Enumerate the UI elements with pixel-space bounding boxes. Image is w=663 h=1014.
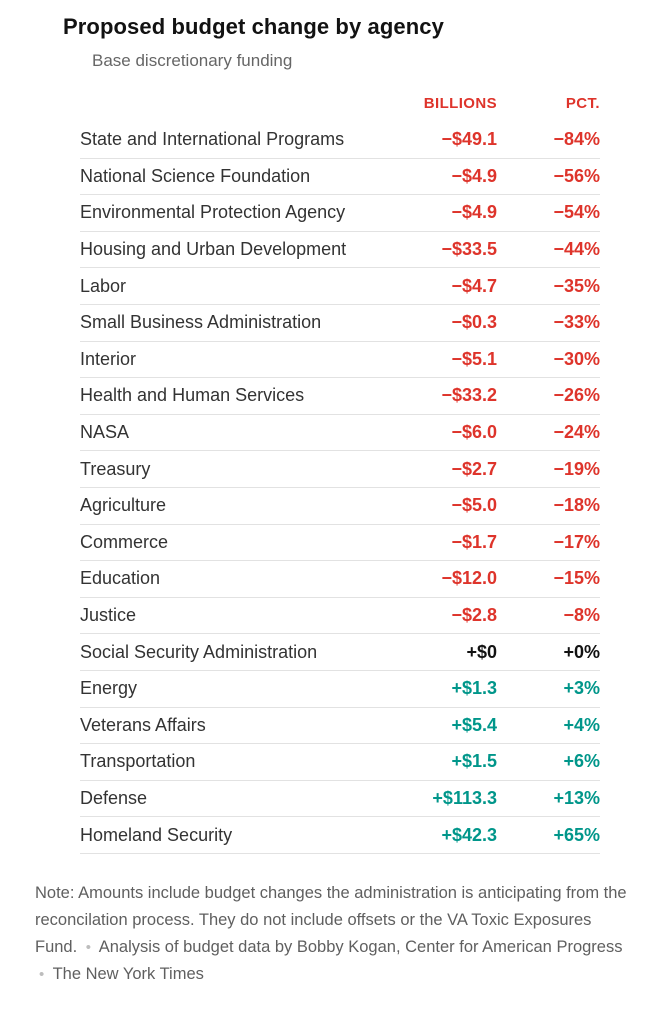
billions-value: −$4.9 bbox=[451, 165, 497, 186]
pct-value: −33% bbox=[553, 312, 600, 333]
table-row: Treasury −$2.7 −19% bbox=[80, 451, 600, 488]
pct-value: −26% bbox=[553, 385, 600, 406]
pct-value: +4% bbox=[563, 714, 600, 735]
budget-table-rows: State and International Programs −$49.1 −8… bbox=[80, 122, 600, 854]
billions-value: −$4.7 bbox=[451, 275, 497, 296]
pct-value: −84% bbox=[553, 129, 600, 150]
agency-name: Health and Human Services bbox=[80, 385, 305, 406]
agency-name: Interior bbox=[80, 348, 137, 369]
agency-name: Justice bbox=[80, 605, 137, 626]
agency-name: State and International Programs bbox=[80, 129, 345, 150]
pct-value: −19% bbox=[553, 458, 600, 479]
pct-value: +13% bbox=[553, 787, 600, 808]
table-row: Veterans Affairs +$5.4 +4% bbox=[80, 708, 600, 745]
agency-name: Housing and Urban Development bbox=[80, 239, 347, 260]
billions-value: −$2.8 bbox=[451, 605, 497, 626]
table-row: Commerce −$1.7 −17% bbox=[80, 525, 600, 562]
pct-value: +65% bbox=[553, 824, 600, 845]
pct-value: −15% bbox=[553, 568, 600, 589]
column-header-pct: PCT. bbox=[565, 95, 600, 112]
table-row: Environmental Protection Agency −$4.9 −54% bbox=[80, 195, 600, 232]
agency-name: Homeland Security bbox=[80, 824, 233, 845]
agency-name: Agriculture bbox=[80, 495, 167, 516]
pct-value: +0% bbox=[563, 641, 600, 662]
table-row: Defense +$113.3 +13% bbox=[80, 781, 600, 818]
table-row: Education −$12.0 −15% bbox=[80, 561, 600, 598]
table-row: Health and Human Services −$33.2 −26% bbox=[80, 378, 600, 415]
table-row: Interior −$5.1 −30% bbox=[80, 342, 600, 379]
pct-value: −35% bbox=[553, 275, 600, 296]
table-row: Energy +$1.3 +3% bbox=[80, 671, 600, 708]
table-row: State and International Programs −$49.1 −8… bbox=[80, 122, 600, 159]
billions-value: −$5.1 bbox=[451, 348, 497, 369]
note-publisher-credit: The New York Times bbox=[52, 964, 204, 983]
billions-value: −$33.5 bbox=[441, 239, 497, 260]
budget-table-page: Proposed budget change by agency Base di… bbox=[0, 14, 663, 1014]
budget-table: BILLIONS PCT. State and International Pr… bbox=[80, 95, 600, 854]
agency-name: Transportation bbox=[80, 751, 196, 772]
table-header-row: BILLIONS PCT. bbox=[80, 95, 600, 122]
agency-name: Small Business Administration bbox=[80, 312, 322, 333]
agency-name: Environmental Protection Agency bbox=[80, 202, 346, 223]
pct-value: −8% bbox=[563, 605, 600, 626]
pct-value: +3% bbox=[563, 678, 600, 699]
billions-value: +$5.4 bbox=[451, 714, 497, 735]
agency-name: National Science Foundation bbox=[80, 165, 311, 186]
billions-value: −$49.1 bbox=[441, 129, 497, 150]
table-row: Labor −$4.7 −35% bbox=[80, 268, 600, 305]
billions-value: −$1.7 bbox=[451, 531, 497, 552]
billions-value: +$1.3 bbox=[451, 678, 497, 699]
table-row: Housing and Urban Development −$33.5 −44% bbox=[80, 232, 600, 269]
agency-name: NASA bbox=[80, 422, 130, 443]
note-analysis-credit: Analysis of budget data by Bobby Kogan, … bbox=[98, 937, 623, 956]
column-header-billions: BILLIONS bbox=[423, 95, 497, 112]
billions-value: −$6.0 bbox=[451, 422, 497, 443]
billions-value: −$0.3 bbox=[451, 312, 497, 333]
table-row: National Science Foundation −$4.9 −56% bbox=[80, 159, 600, 196]
billions-value: +$42.3 bbox=[441, 824, 497, 845]
source-note: Note: Amounts include budget changes the… bbox=[35, 880, 635, 988]
billions-value: −$2.7 bbox=[451, 458, 497, 479]
billions-value: −$33.2 bbox=[441, 385, 497, 406]
agency-name: Energy bbox=[80, 678, 138, 699]
table-row: NASA −$6.0 −24% bbox=[80, 415, 600, 452]
table-row: Social Security Administration +$0 +0% bbox=[80, 634, 600, 671]
agency-name: Veterans Affairs bbox=[80, 714, 206, 735]
agency-name: Labor bbox=[80, 275, 127, 296]
pct-value: −30% bbox=[553, 348, 600, 369]
table-row: Homeland Security +$42.3 +65% bbox=[80, 817, 600, 854]
page-title: Proposed budget change by agency bbox=[63, 14, 444, 39]
pct-value: −24% bbox=[553, 422, 600, 443]
billions-value: −$12.0 bbox=[441, 568, 497, 589]
agency-name: Commerce bbox=[80, 531, 169, 552]
pct-value: −17% bbox=[553, 531, 600, 552]
bullet-separator-icon: • bbox=[39, 965, 45, 983]
billions-value: −$5.0 bbox=[451, 495, 497, 516]
table-row: Agriculture −$5.0 −18% bbox=[80, 488, 600, 525]
agency-name: Education bbox=[80, 568, 161, 589]
page-subtitle: Base discretionary funding bbox=[92, 51, 293, 70]
table-row: Transportation +$1.5 +6% bbox=[80, 744, 600, 781]
pct-value: +6% bbox=[563, 751, 600, 772]
bullet-separator-icon: • bbox=[85, 938, 92, 956]
billions-value: +$0 bbox=[466, 641, 497, 662]
billions-value: +$113.3 bbox=[432, 787, 497, 808]
pct-value: −18% bbox=[553, 495, 600, 516]
pct-value: −56% bbox=[553, 165, 600, 186]
pct-value: −44% bbox=[553, 239, 600, 260]
agency-name: Treasury bbox=[80, 458, 151, 479]
billions-value: −$4.9 bbox=[451, 202, 497, 223]
agency-name: Social Security Administration bbox=[80, 641, 318, 662]
table-row: Justice −$2.8 −8% bbox=[80, 598, 600, 635]
billions-value: +$1.5 bbox=[451, 751, 497, 772]
pct-value: −54% bbox=[553, 202, 600, 223]
agency-name: Defense bbox=[80, 787, 148, 808]
table-row: Small Business Administration −$0.3 −33% bbox=[80, 305, 600, 342]
note-text: Note: Amounts include budget changes the… bbox=[35, 883, 627, 956]
